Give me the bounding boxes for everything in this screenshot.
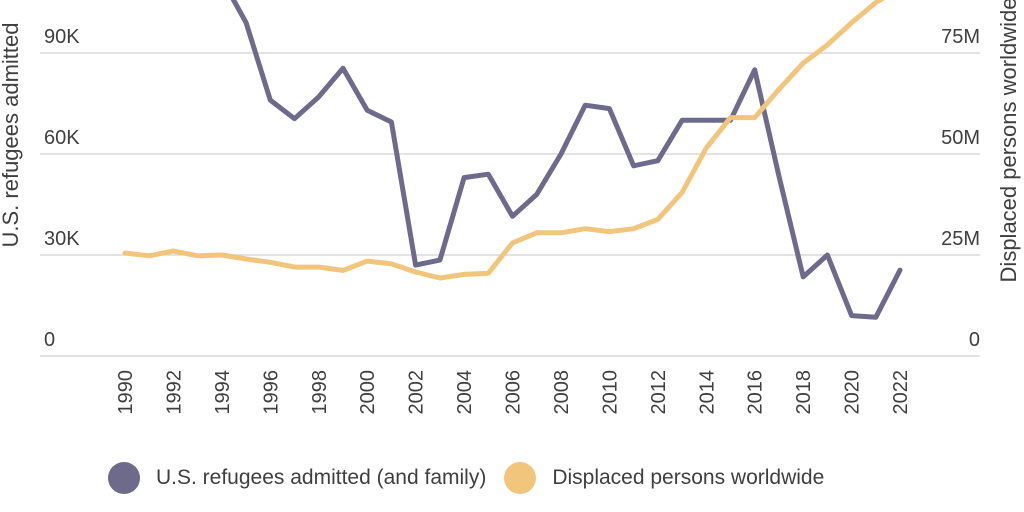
x-tick-label: 2000 bbox=[357, 370, 379, 415]
x-tick-label: 2004 bbox=[454, 370, 476, 415]
legend-item-refugees: U.S. refugees admitted (and family) bbox=[108, 462, 486, 494]
x-tick-label: 1998 bbox=[309, 370, 331, 415]
right-y-tick-label: 25M bbox=[941, 228, 980, 250]
x-tick-label: 2010 bbox=[599, 370, 621, 415]
legend-swatch-displaced bbox=[504, 462, 537, 494]
x-tick-label: 2020 bbox=[842, 370, 864, 415]
legend: U.S. refugees admitted (and family) Disp… bbox=[108, 462, 842, 494]
x-tick-label: 2014 bbox=[696, 370, 718, 415]
x-tick-label: 1994 bbox=[212, 370, 234, 415]
x-tick-label: 1996 bbox=[260, 370, 282, 415]
right-y-tick-label: 50M bbox=[941, 127, 980, 149]
right-axis-title: Displaced persons worldwide bbox=[996, 0, 1021, 282]
right-y-ticks: 0 25M 50M 75M bbox=[941, 26, 980, 351]
series-lines bbox=[122, 0, 903, 320]
x-tick-label: 2016 bbox=[745, 370, 767, 415]
x-tick-label: 2008 bbox=[551, 370, 573, 415]
right-y-tick-label: 0 bbox=[969, 329, 980, 351]
left-y-tick-label: 0 bbox=[44, 329, 55, 351]
series-line-refugees bbox=[230, 0, 903, 320]
x-tick-label: 1990 bbox=[115, 370, 137, 415]
x-ticks: 1990 1992 1994 1996 1998 2000 2002 2004 2006 2008… bbox=[115, 370, 912, 415]
left-y-ticks: 0 30K 60K 90K bbox=[44, 26, 80, 351]
left-y-tick-label: 30K bbox=[44, 228, 80, 250]
legend-label-displaced: Displaced persons worldwide bbox=[552, 466, 825, 489]
left-y-tick-label: 90K bbox=[44, 26, 80, 48]
left-y-tick-label: 60K bbox=[44, 127, 80, 149]
legend-item-displaced: Displaced persons worldwide bbox=[504, 462, 824, 494]
x-tick-label: 2022 bbox=[890, 370, 912, 415]
legend-swatch-refugees bbox=[108, 462, 140, 494]
right-y-tick-label: 75M bbox=[941, 26, 980, 48]
left-axis-title: U.S. refugees admitted bbox=[0, 22, 23, 247]
series-line-displaced bbox=[122, 0, 886, 281]
x-tick-label: 2006 bbox=[503, 370, 525, 415]
legend-label-refugees: U.S. refugees admitted (and family) bbox=[156, 466, 487, 489]
x-tick-label: 2012 bbox=[648, 370, 670, 415]
x-tick-label: 2018 bbox=[793, 370, 815, 415]
gridlines bbox=[40, 52, 980, 357]
x-tick-label: 2002 bbox=[406, 370, 428, 415]
x-tick-label: 1992 bbox=[163, 370, 185, 415]
